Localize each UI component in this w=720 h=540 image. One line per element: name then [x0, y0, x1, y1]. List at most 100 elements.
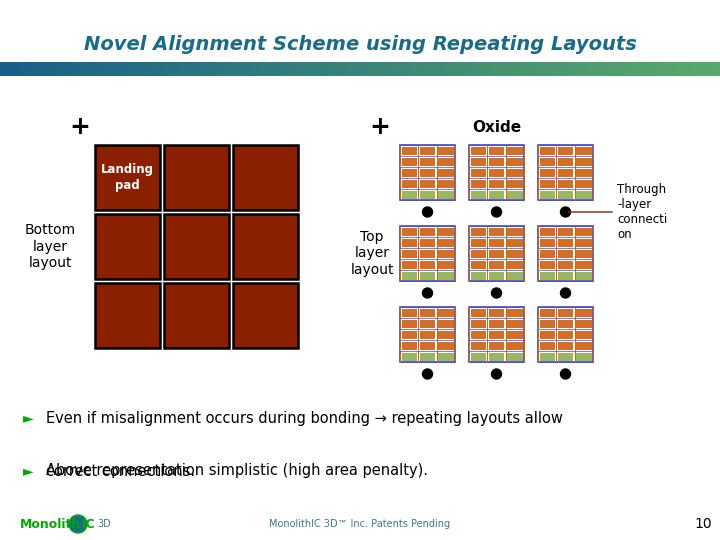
- Bar: [95, 283, 160, 348]
- Bar: [605, 62, 613, 76]
- Circle shape: [423, 288, 433, 298]
- Bar: [539, 249, 555, 258]
- Bar: [538, 226, 593, 281]
- Bar: [470, 353, 486, 361]
- Text: IC: IC: [82, 517, 96, 530]
- Bar: [29, 62, 37, 76]
- Bar: [558, 239, 573, 246]
- Bar: [489, 249, 504, 258]
- Bar: [400, 307, 455, 362]
- Bar: [194, 62, 202, 76]
- Bar: [95, 214, 160, 279]
- Bar: [223, 62, 231, 76]
- Bar: [439, 62, 447, 76]
- Bar: [202, 62, 210, 76]
- Bar: [470, 179, 486, 187]
- Text: Novel Alignment Scheme using Repeating Layouts: Novel Alignment Scheme using Repeating L…: [84, 36, 636, 55]
- Bar: [489, 239, 504, 246]
- Text: 10: 10: [694, 517, 712, 531]
- Bar: [648, 62, 656, 76]
- Bar: [576, 168, 592, 177]
- Bar: [507, 320, 523, 327]
- Bar: [539, 260, 555, 268]
- Bar: [539, 179, 555, 187]
- Text: ►: ►: [23, 464, 33, 478]
- Bar: [58, 62, 66, 76]
- Bar: [470, 341, 486, 349]
- Bar: [461, 62, 469, 76]
- Bar: [209, 62, 217, 76]
- Bar: [489, 320, 504, 327]
- Bar: [65, 62, 73, 76]
- Bar: [469, 307, 524, 362]
- Bar: [274, 62, 282, 76]
- Text: ►: ►: [23, 411, 33, 425]
- Bar: [470, 168, 486, 177]
- Bar: [489, 308, 504, 316]
- Bar: [634, 62, 642, 76]
- Bar: [558, 227, 573, 235]
- Bar: [130, 62, 138, 76]
- Text: +: +: [369, 115, 390, 139]
- Bar: [558, 353, 573, 361]
- Bar: [612, 62, 620, 76]
- Bar: [698, 62, 706, 76]
- Bar: [420, 260, 435, 268]
- Bar: [539, 158, 555, 165]
- Bar: [420, 330, 435, 339]
- Bar: [470, 308, 486, 316]
- Bar: [576, 353, 592, 361]
- Bar: [420, 272, 435, 280]
- Bar: [317, 62, 325, 76]
- Bar: [670, 62, 678, 76]
- Bar: [507, 227, 523, 235]
- Bar: [507, 191, 523, 199]
- Bar: [558, 320, 573, 327]
- Bar: [438, 239, 454, 246]
- Bar: [538, 145, 593, 200]
- Bar: [576, 146, 592, 154]
- Bar: [470, 320, 486, 327]
- Bar: [374, 62, 382, 76]
- Bar: [233, 214, 298, 279]
- Bar: [166, 62, 174, 76]
- Bar: [554, 62, 562, 76]
- Bar: [558, 179, 573, 187]
- Bar: [526, 62, 534, 76]
- Bar: [598, 62, 606, 76]
- Bar: [469, 226, 524, 281]
- Bar: [539, 168, 555, 177]
- Circle shape: [423, 207, 433, 217]
- Bar: [539, 353, 555, 361]
- Bar: [382, 62, 390, 76]
- Bar: [507, 330, 523, 339]
- Bar: [402, 260, 417, 268]
- Bar: [706, 62, 714, 76]
- Bar: [507, 249, 523, 258]
- Bar: [438, 260, 454, 268]
- Bar: [266, 62, 274, 76]
- Bar: [310, 62, 318, 76]
- Circle shape: [69, 515, 87, 533]
- Bar: [438, 158, 454, 165]
- Bar: [655, 62, 663, 76]
- Bar: [115, 62, 123, 76]
- Bar: [338, 62, 346, 76]
- Bar: [470, 191, 486, 199]
- Bar: [402, 353, 417, 361]
- Bar: [233, 283, 298, 348]
- Bar: [470, 260, 486, 268]
- Bar: [619, 62, 627, 76]
- Bar: [576, 227, 592, 235]
- Bar: [324, 62, 332, 76]
- Bar: [14, 62, 22, 76]
- Bar: [569, 62, 577, 76]
- Bar: [400, 145, 455, 200]
- Bar: [402, 320, 417, 327]
- Bar: [420, 239, 435, 246]
- Bar: [302, 62, 310, 76]
- Bar: [438, 249, 454, 258]
- Bar: [539, 341, 555, 349]
- Bar: [490, 62, 498, 76]
- Bar: [446, 62, 454, 76]
